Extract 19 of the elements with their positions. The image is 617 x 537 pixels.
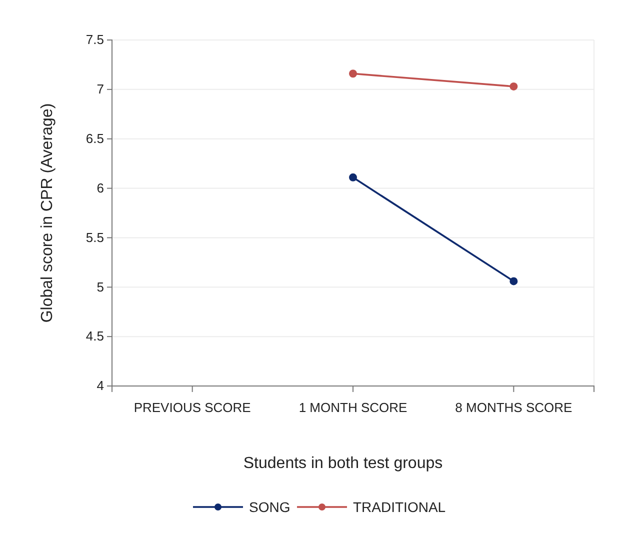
point	[510, 277, 518, 286]
y-tick-label: 4.5	[86, 328, 104, 344]
y-tick-label: 4	[96, 378, 104, 394]
point	[349, 70, 357, 78]
point	[349, 173, 357, 182]
y-tick-label: 7	[96, 82, 104, 97]
y-tick-label: 5	[96, 279, 104, 294]
x-tick-label: 8 MONTHS SCORE	[455, 400, 572, 415]
x-tick-label: 1 MONTH SCORE	[298, 400, 408, 415]
legend-label: SONG	[249, 498, 290, 515]
x-tick-label: PREVIOUS SCORE	[134, 400, 252, 415]
point	[510, 82, 518, 90]
y-tick-label: 6.5	[86, 131, 104, 146]
y-tick-label: 5.5	[86, 230, 104, 245]
y-axis-title: Global score in CPR (Average)	[39, 103, 56, 323]
y-tick-label: 6	[96, 180, 104, 196]
legend-label: TRADITIONAL	[353, 498, 446, 515]
y-tick-label: 7.5	[86, 32, 104, 48]
x-axis-title: Students in both test groups	[243, 455, 443, 472]
